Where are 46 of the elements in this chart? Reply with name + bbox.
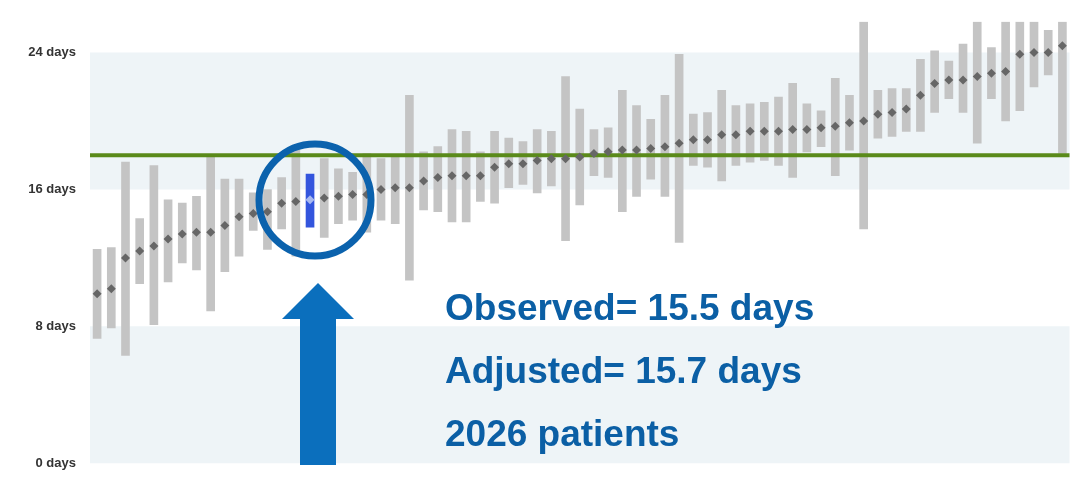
bar: [135, 218, 145, 284]
bar: [1043, 30, 1053, 76]
bar: [575, 108, 585, 206]
annotation: Adjusted= 15.7 days: [445, 350, 802, 392]
bar: [149, 165, 159, 325]
bar: [859, 21, 868, 230]
bar: [788, 83, 798, 178]
bar: [334, 168, 343, 225]
bar: [717, 89, 727, 182]
bar: [916, 59, 925, 132]
bar: [234, 178, 244, 257]
bar: [1029, 21, 1039, 88]
bar: [632, 105, 641, 197]
bar: [674, 53, 684, 243]
bar: [121, 161, 130, 356]
bar: [376, 158, 386, 221]
bar: [930, 50, 939, 113]
bar: [206, 156, 215, 312]
bar: [92, 249, 102, 339]
bar: [618, 89, 627, 213]
annotation: 2026 patients: [445, 413, 680, 455]
bar: [561, 76, 570, 242]
bar: [958, 43, 968, 113]
bar: [192, 195, 201, 271]
y-tick-label: 8 days: [35, 317, 76, 333]
y-tick-label: 24 days: [28, 44, 76, 60]
bar: [405, 95, 414, 281]
bar: [390, 156, 400, 225]
bar: [461, 130, 471, 223]
bar: [177, 202, 187, 264]
bar: [220, 178, 230, 272]
bar: [1001, 21, 1010, 122]
bar: [987, 47, 996, 100]
y-tick-label: 0 days: [35, 454, 76, 470]
bar: [1058, 21, 1067, 154]
y-tick-label: 16 days: [28, 181, 76, 197]
bar: [348, 172, 357, 221]
bar: [106, 247, 116, 329]
annotation: Observed= 15.5 days: [445, 287, 815, 329]
bar: [163, 199, 173, 283]
bar: [277, 177, 286, 230]
bar: [845, 95, 854, 151]
bar: [1015, 21, 1025, 112]
bar: [972, 21, 982, 144]
bar: [319, 158, 329, 238]
bar: [830, 77, 840, 177]
